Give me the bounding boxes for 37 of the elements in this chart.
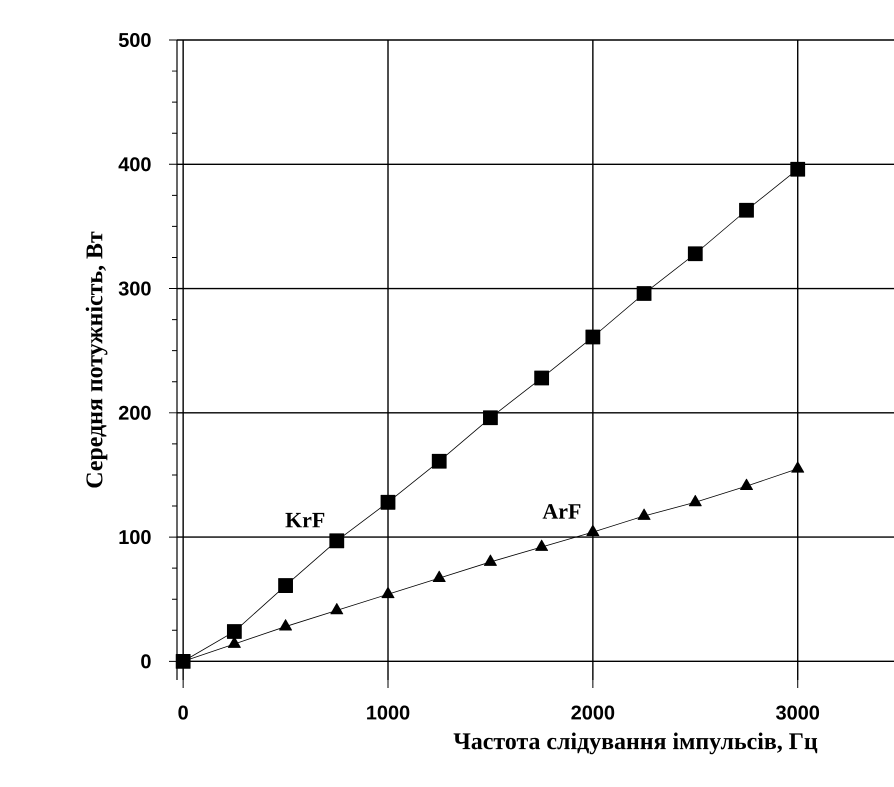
point [535, 540, 548, 551]
series-label: ArF [542, 504, 580, 519]
x-tick-label: 0 [178, 706, 188, 720]
point [329, 533, 344, 548]
x-tick-label: 3000 [776, 706, 820, 720]
point [432, 570, 446, 582]
point [278, 578, 293, 593]
point [739, 202, 754, 218]
point [586, 524, 600, 536]
point [638, 508, 651, 520]
point [791, 461, 804, 473]
y-tick-label: 500 [118, 32, 151, 48]
x-tick-label: 2000 [571, 706, 614, 720]
point [790, 162, 806, 177]
x-axis-title: Частота слідування імпульсів, Гц [454, 732, 818, 754]
point [330, 603, 344, 614]
y-axis-title: Середня потужність, Вт [86, 232, 108, 488]
point [380, 494, 396, 510]
y-tick-label: 100 [119, 530, 151, 544]
point [484, 554, 497, 566]
y-tick-label: 200 [118, 406, 151, 420]
x-tick-label: 1000 [367, 706, 410, 720]
point [432, 454, 447, 469]
y-tick-label: 0 [141, 654, 151, 668]
point [740, 478, 753, 490]
y-tick-label: 400 [118, 157, 151, 172]
point [279, 619, 292, 630]
point [636, 286, 652, 301]
point [585, 330, 600, 344]
point [483, 410, 498, 426]
point [228, 636, 241, 648]
y-tick-label: 300 [118, 281, 151, 296]
point [382, 586, 394, 598]
point [688, 246, 703, 262]
point [688, 494, 702, 506]
series-label: KrF [285, 512, 324, 528]
point [534, 370, 550, 386]
